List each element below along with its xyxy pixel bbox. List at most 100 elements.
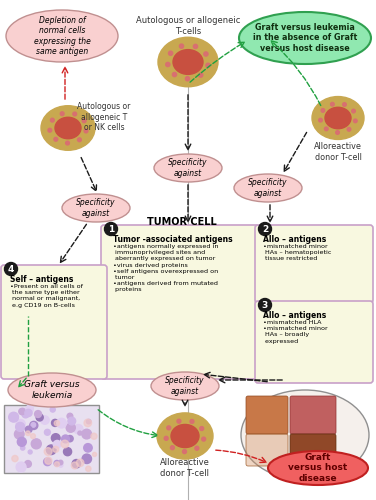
Circle shape: [347, 128, 351, 131]
Ellipse shape: [234, 174, 302, 202]
Circle shape: [92, 452, 97, 456]
Circle shape: [54, 460, 60, 466]
Circle shape: [52, 420, 59, 426]
Circle shape: [16, 420, 25, 428]
Circle shape: [36, 414, 43, 421]
Circle shape: [105, 222, 117, 235]
Circle shape: [67, 414, 73, 419]
Circle shape: [84, 444, 92, 452]
Circle shape: [50, 118, 54, 122]
Circle shape: [25, 410, 32, 416]
Circle shape: [185, 76, 190, 81]
Circle shape: [31, 439, 41, 449]
Circle shape: [82, 429, 91, 439]
Circle shape: [331, 102, 334, 106]
Text: Autologous or
allogeneic T
or NK cells: Autologous or allogeneic T or NK cells: [77, 102, 131, 132]
Circle shape: [84, 129, 88, 133]
FancyBboxPatch shape: [1, 265, 107, 379]
Text: Graft
versus host
disease: Graft versus host disease: [288, 453, 348, 483]
Circle shape: [195, 446, 199, 450]
Circle shape: [321, 108, 325, 112]
Circle shape: [206, 63, 210, 68]
Circle shape: [68, 417, 76, 425]
Ellipse shape: [173, 50, 203, 74]
Circle shape: [21, 408, 26, 414]
Ellipse shape: [157, 413, 213, 459]
Ellipse shape: [8, 373, 96, 407]
Text: Allo – antigens: Allo – antigens: [263, 311, 326, 320]
Circle shape: [62, 435, 70, 443]
Circle shape: [16, 462, 26, 472]
Circle shape: [352, 110, 355, 113]
Text: Tumor -associated antigens: Tumor -associated antigens: [113, 235, 233, 244]
Text: Graft versus
leukemia: Graft versus leukemia: [24, 380, 80, 400]
Circle shape: [71, 462, 78, 469]
Circle shape: [164, 436, 168, 440]
Text: •Present on all cells of
 the same type either
 normal or malignant,
 e.g CD19 o: •Present on all cells of the same type e…: [10, 284, 83, 308]
Circle shape: [26, 405, 33, 412]
Circle shape: [204, 52, 208, 56]
Circle shape: [199, 73, 203, 77]
Circle shape: [353, 119, 357, 122]
Text: Self – antigens: Self – antigens: [10, 275, 73, 284]
Ellipse shape: [151, 372, 219, 400]
Circle shape: [48, 128, 52, 132]
FancyBboxPatch shape: [255, 301, 373, 383]
Circle shape: [53, 446, 59, 452]
Text: Alloreactive
donor T-cell: Alloreactive donor T-cell: [160, 458, 210, 477]
Text: •mismatched HLA
•mismatched minor
 HAs – broadly
 expressed: •mismatched HLA •mismatched minor HAs – …: [263, 320, 328, 344]
Ellipse shape: [241, 390, 369, 480]
Text: Specificity
against: Specificity against: [248, 178, 288, 198]
Text: 2: 2: [262, 224, 268, 234]
Circle shape: [336, 130, 340, 134]
Circle shape: [66, 423, 75, 432]
Circle shape: [46, 445, 56, 454]
Text: 4: 4: [8, 264, 14, 274]
Text: Alloreactive
donor T-cell: Alloreactive donor T-cell: [314, 142, 362, 162]
Circle shape: [91, 433, 97, 440]
Circle shape: [12, 456, 18, 462]
Circle shape: [54, 420, 59, 426]
Text: 1: 1: [108, 224, 114, 234]
Circle shape: [259, 298, 271, 312]
Ellipse shape: [325, 108, 351, 128]
Circle shape: [28, 450, 32, 454]
Text: TUMOR CELL: TUMOR CELL: [147, 217, 217, 227]
Circle shape: [59, 463, 63, 467]
Text: •antigens normally expressed in
 immunoprivileged sites and
 aberrantly expresse: •antigens normally expressed in immunopr…: [113, 244, 218, 292]
Circle shape: [170, 446, 174, 450]
Circle shape: [14, 430, 24, 439]
Circle shape: [166, 62, 170, 66]
Circle shape: [52, 434, 60, 442]
Ellipse shape: [6, 10, 118, 62]
Circle shape: [73, 112, 77, 116]
Circle shape: [44, 448, 52, 456]
Text: Specificity
against: Specificity against: [168, 158, 208, 178]
Circle shape: [259, 222, 271, 235]
Circle shape: [319, 118, 322, 122]
Ellipse shape: [158, 38, 218, 87]
Circle shape: [74, 424, 83, 434]
Circle shape: [82, 119, 86, 122]
Ellipse shape: [154, 154, 222, 182]
Circle shape: [200, 426, 204, 430]
Circle shape: [44, 430, 50, 435]
Circle shape: [172, 72, 177, 76]
Circle shape: [72, 460, 80, 468]
Circle shape: [22, 410, 29, 418]
Text: Specificity
against: Specificity against: [165, 376, 205, 396]
Circle shape: [19, 408, 25, 414]
Circle shape: [61, 440, 69, 448]
Text: Autologous or allogeneic
T-cells: Autologous or allogeneic T-cells: [136, 16, 240, 36]
Circle shape: [45, 457, 52, 464]
Circle shape: [168, 51, 173, 56]
Circle shape: [35, 410, 41, 418]
Text: Allo – antigens: Allo – antigens: [263, 235, 326, 244]
Circle shape: [30, 422, 38, 430]
Circle shape: [82, 454, 91, 464]
Ellipse shape: [239, 12, 371, 64]
Circle shape: [86, 466, 91, 471]
Circle shape: [24, 460, 31, 468]
Circle shape: [177, 419, 181, 423]
FancyBboxPatch shape: [290, 396, 336, 434]
